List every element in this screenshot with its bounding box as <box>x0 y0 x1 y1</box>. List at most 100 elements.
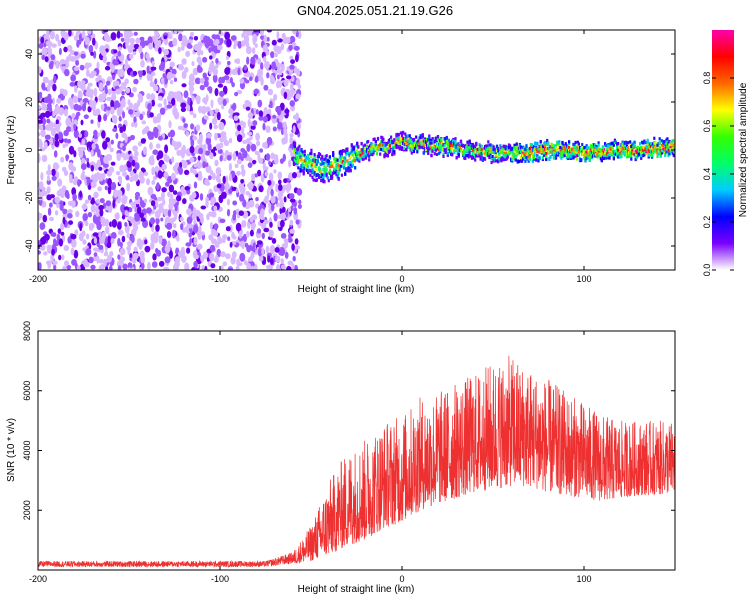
spectrogram-cell <box>219 155 223 162</box>
spectrogram-cell <box>263 56 267 63</box>
spectrogram-cell <box>228 188 233 194</box>
spectrogram-cell <box>181 160 188 169</box>
spectrogram-cell <box>270 51 275 59</box>
spectrogram-cell <box>245 106 251 111</box>
spectrogram-cell <box>229 241 233 248</box>
spectrogram-cell <box>116 30 121 39</box>
spectrogram-cell <box>227 236 231 241</box>
spectrogram-cell <box>208 65 213 75</box>
spectrogram-cell <box>358 159 361 163</box>
spectrogram-cell <box>73 123 77 131</box>
spectrogram-cell <box>172 165 178 172</box>
spectrogram-cell <box>125 211 130 217</box>
spectrogram-cell <box>312 178 315 182</box>
spectrogram-cell <box>316 160 319 164</box>
spectrogram-cell <box>531 159 535 163</box>
spectrogram-cell <box>222 175 226 184</box>
spectrogram-cell <box>455 156 458 160</box>
spectrogram-cell <box>467 142 470 146</box>
spectrogram-cell <box>210 201 214 206</box>
spectrogram-cell <box>232 200 238 206</box>
spectrogram-cell <box>250 124 256 130</box>
spectrogram-cell <box>158 64 165 71</box>
spectrogram-cell <box>359 156 362 160</box>
spectrogram-cell <box>178 63 184 70</box>
spectrogram-cell <box>348 156 351 160</box>
spectrogram-cell <box>491 155 494 159</box>
spectrogram-cell <box>222 234 228 241</box>
spectrogram-cell <box>263 84 269 91</box>
spectrogram-cell <box>633 143 636 147</box>
spectrogram-cell <box>490 160 493 165</box>
spectrogram-cell <box>263 227 270 233</box>
spectrogram-cell <box>656 143 659 147</box>
spectrogram-cell <box>270 195 276 204</box>
spectrogram-cell <box>577 142 580 146</box>
spectrogram-cell <box>277 171 283 180</box>
spectrogram-cell <box>81 169 85 177</box>
spectrogram-cell <box>200 50 204 56</box>
spectrogram-cell <box>385 149 388 153</box>
spectrogram-cell <box>92 255 98 262</box>
spectrogram-cell <box>189 237 193 245</box>
spectrogram-cell <box>320 170 323 174</box>
spectrogram-cell <box>524 159 527 163</box>
spectrogram-cell <box>569 148 572 152</box>
spectrogram-cell <box>435 145 439 149</box>
spectrogram-cell <box>191 95 195 102</box>
spectrogram-cell <box>450 149 453 153</box>
spectrogram-cell <box>53 264 57 270</box>
spectrogram-cell <box>79 64 85 71</box>
spectrogram-cell <box>86 157 90 163</box>
spectrogram-cell <box>458 144 461 148</box>
colorbar-tick-label: 0.8 <box>702 72 712 85</box>
spectrogram-cell <box>294 264 298 270</box>
spectrogram-cell <box>110 99 115 109</box>
spectrogram-cell <box>49 216 54 222</box>
spectrogram-cell <box>430 141 433 145</box>
spectrogram-cell <box>146 207 152 214</box>
spectrogram-cell <box>62 208 68 215</box>
spectrogram-cell <box>74 85 78 93</box>
spectrogram-cell <box>488 155 491 160</box>
spectrogram-cell <box>117 254 121 260</box>
spectrogram-cell <box>70 124 74 133</box>
spectrogram-cell <box>177 166 181 173</box>
spectrogram-cell <box>113 115 118 124</box>
spectrogram-cell <box>316 173 319 177</box>
spectrogram-cell <box>133 79 137 85</box>
spectrogram-cell <box>241 40 246 47</box>
spectrogram-cell <box>197 231 202 240</box>
spectrogram-cell <box>147 131 152 138</box>
spectrogram-cell <box>77 146 83 152</box>
spectrogram-cell <box>457 154 460 158</box>
spectrogram-cell <box>217 97 223 104</box>
spectrogram-cell <box>220 265 224 270</box>
spectrogram-cell <box>596 155 599 159</box>
spectrogram-cell <box>494 153 497 157</box>
spectrogram-cell <box>651 155 654 159</box>
spectrogram-ylabel: Frequency (Hz) <box>6 116 17 185</box>
spectrogram-cell <box>171 73 176 79</box>
spectrogram-cell <box>208 211 213 217</box>
colorbar-tick-label: 0.0 <box>702 264 712 277</box>
spectrogram-cell <box>138 45 143 54</box>
spectrogram-cell <box>346 159 349 163</box>
spectrogram-cell <box>172 190 178 196</box>
spectrogram-cell <box>39 213 43 219</box>
spectrogram-cell <box>307 153 310 158</box>
spectrogram-cell <box>239 78 245 84</box>
spectrogram-cell <box>451 153 454 157</box>
spectrogram-cell <box>127 99 131 106</box>
spectrogram-cell <box>433 152 436 156</box>
spectrogram-cell <box>252 120 258 126</box>
spectrogram-cell <box>149 142 153 150</box>
spectrogram-cell <box>60 30 66 38</box>
spectrogram-cell <box>252 242 256 248</box>
spectrogram-cell <box>658 147 661 151</box>
spectrogram-cell <box>219 218 226 223</box>
spectrogram-cell <box>563 144 566 149</box>
spectrogram-cell <box>617 155 620 159</box>
spectrogram-cell <box>605 156 608 160</box>
